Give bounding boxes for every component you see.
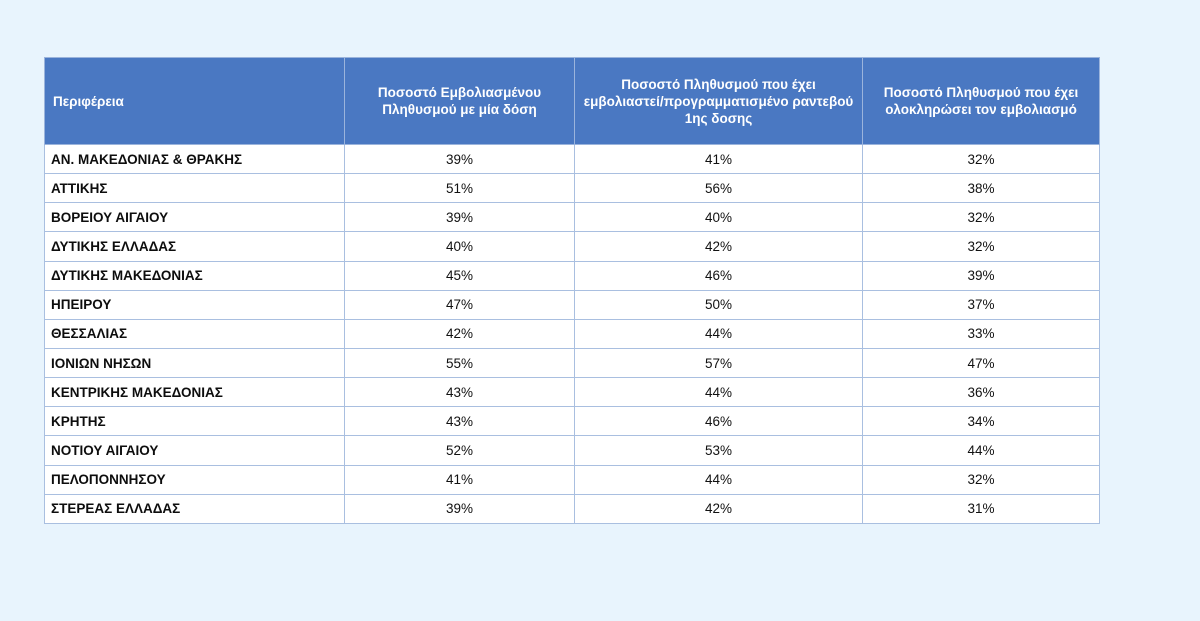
- region-cell: ΑΤΤΙΚΗΣ: [44, 173, 345, 204]
- one-dose-cell: 39%: [344, 143, 575, 175]
- region-cell: ΚΕΝΤΡΙΚΗΣ ΜΑΚΕΔΟΝΙΑΣ: [44, 377, 345, 408]
- one-dose-cell: 40%: [344, 231, 575, 262]
- table-row: ΝΟΤΙΟΥ ΑΙΓΑΙΟΥ 52% 53% 44%: [44, 435, 1100, 466]
- first-dose-scheduled-cell: 44%: [574, 377, 863, 408]
- region-cell: ΠΕΛΟΠΟΝΝΗΣΟΥ: [44, 464, 345, 495]
- header-row: Περιφέρεια Ποσοστό Εμβολιασμένου Πληθυσμ…: [44, 57, 1100, 145]
- table-row: ΑΝ. ΜΑΚΕΔΟΝΙΑΣ & ΘΡΑΚΗΣ 39% 41% 32%: [44, 143, 1100, 175]
- vaccination-table: Περιφέρεια Ποσοστό Εμβολιασμένου Πληθυσμ…: [44, 57, 1100, 524]
- one-dose-cell: 39%: [344, 202, 575, 233]
- table-row: ΙΟΝΙΩΝ ΝΗΣΩΝ 55% 57% 47%: [44, 347, 1100, 379]
- one-dose-cell: 43%: [344, 406, 575, 437]
- fully-vaccinated-cell: 32%: [862, 202, 1100, 233]
- first-dose-scheduled-cell: 44%: [574, 464, 863, 495]
- fully-vaccinated-cell: 37%: [862, 289, 1100, 320]
- vaccination-table-container: Περιφέρεια Ποσοστό Εμβολιασμένου Πληθυσμ…: [44, 57, 1100, 524]
- first-dose-scheduled-cell: 46%: [574, 260, 863, 291]
- first-dose-scheduled-cell: 56%: [574, 173, 863, 204]
- fully-vaccinated-cell: 39%: [862, 260, 1100, 291]
- fully-vaccinated-cell: 34%: [862, 406, 1100, 437]
- region-cell: ΚΡΗΤΗΣ: [44, 406, 345, 437]
- one-dose-cell: 55%: [344, 347, 575, 379]
- table-row: ΚΕΝΤΡΙΚΗΣ ΜΑΚΕΔΟΝΙΑΣ 43% 44% 36%: [44, 377, 1100, 408]
- table-row: ΚΡΗΤΗΣ 43% 46% 34%: [44, 406, 1100, 437]
- region-cell: ΝΟΤΙΟΥ ΑΙΓΑΙΟΥ: [44, 435, 345, 466]
- fully-vaccinated-cell: 32%: [862, 464, 1100, 495]
- one-dose-cell: 52%: [344, 435, 575, 466]
- region-cell: ΔΥΤΙΚΗΣ ΜΑΚΕΔΟΝΙΑΣ: [44, 260, 345, 291]
- one-dose-cell: 43%: [344, 377, 575, 408]
- header-first-dose-scheduled: Ποσοστό Πληθυσμού που έχει εμβολιαστεί/π…: [574, 57, 863, 145]
- region-cell: ΙΟΝΙΩΝ ΝΗΣΩΝ: [44, 347, 345, 379]
- first-dose-scheduled-cell: 53%: [574, 435, 863, 466]
- one-dose-cell: 41%: [344, 464, 575, 495]
- table-row: ΘΕΣΣΑΛΙΑΣ 42% 44% 33%: [44, 318, 1100, 349]
- header-fully-vaccinated: Ποσοστό Πληθυσμού που έχει ολοκληρώσει τ…: [862, 57, 1100, 145]
- first-dose-scheduled-cell: 50%: [574, 289, 863, 320]
- fully-vaccinated-cell: 33%: [862, 318, 1100, 349]
- one-dose-cell: 42%: [344, 318, 575, 349]
- fully-vaccinated-cell: 32%: [862, 231, 1100, 262]
- fully-vaccinated-cell: 31%: [862, 493, 1100, 524]
- one-dose-cell: 39%: [344, 493, 575, 524]
- fully-vaccinated-cell: 36%: [862, 377, 1100, 408]
- table-row: ΗΠΕΙΡΟΥ 47% 50% 37%: [44, 289, 1100, 320]
- region-cell: ΘΕΣΣΑΛΙΑΣ: [44, 318, 345, 349]
- table-row: ΔΥΤΙΚΗΣ ΕΛΛΑΔΑΣ 40% 42% 32%: [44, 231, 1100, 262]
- first-dose-scheduled-cell: 46%: [574, 406, 863, 437]
- table-row: ΠΕΛΟΠΟΝΝΗΣΟΥ 41% 44% 32%: [44, 464, 1100, 495]
- first-dose-scheduled-cell: 42%: [574, 231, 863, 262]
- region-cell: ΑΝ. ΜΑΚΕΔΟΝΙΑΣ & ΘΡΑΚΗΣ: [44, 143, 345, 175]
- header-one-dose: Ποσοστό Εμβολιασμένου Πληθυσμού με μία δ…: [344, 57, 575, 145]
- fully-vaccinated-cell: 44%: [862, 435, 1100, 466]
- first-dose-scheduled-cell: 41%: [574, 143, 863, 175]
- region-cell: ΗΠΕΙΡΟΥ: [44, 289, 345, 320]
- first-dose-scheduled-cell: 44%: [574, 318, 863, 349]
- table-row: ΔΥΤΙΚΗΣ ΜΑΚΕΔΟΝΙΑΣ 45% 46% 39%: [44, 260, 1100, 291]
- one-dose-cell: 47%: [344, 289, 575, 320]
- table-header: Περιφέρεια Ποσοστό Εμβολιασμένου Πληθυσμ…: [44, 57, 1100, 145]
- region-cell: ΒΟΡΕΙΟΥ ΑΙΓΑΙΟΥ: [44, 202, 345, 233]
- fully-vaccinated-cell: 32%: [862, 143, 1100, 175]
- first-dose-scheduled-cell: 42%: [574, 493, 863, 524]
- one-dose-cell: 51%: [344, 173, 575, 204]
- region-cell: ΔΥΤΙΚΗΣ ΕΛΛΑΔΑΣ: [44, 231, 345, 262]
- header-region: Περιφέρεια: [44, 57, 345, 145]
- one-dose-cell: 45%: [344, 260, 575, 291]
- first-dose-scheduled-cell: 40%: [574, 202, 863, 233]
- table-body: ΑΝ. ΜΑΚΕΔΟΝΙΑΣ & ΘΡΑΚΗΣ 39% 41% 32% ΑΤΤΙΚΗΣ 5…: [44, 143, 1100, 524]
- region-cell: ΣΤΕΡΕΑΣ ΕΛΛΑΔΑΣ: [44, 493, 345, 524]
- fully-vaccinated-cell: 47%: [862, 347, 1100, 379]
- table-row: ΣΤΕΡΕΑΣ ΕΛΛΑΔΑΣ 39% 42% 31%: [44, 493, 1100, 524]
- table-row: ΑΤΤΙΚΗΣ 51% 56% 38%: [44, 173, 1100, 204]
- table-row: ΒΟΡΕΙΟΥ ΑΙΓΑΙΟΥ 39% 40% 32%: [44, 202, 1100, 233]
- first-dose-scheduled-cell: 57%: [574, 347, 863, 379]
- fully-vaccinated-cell: 38%: [862, 173, 1100, 204]
